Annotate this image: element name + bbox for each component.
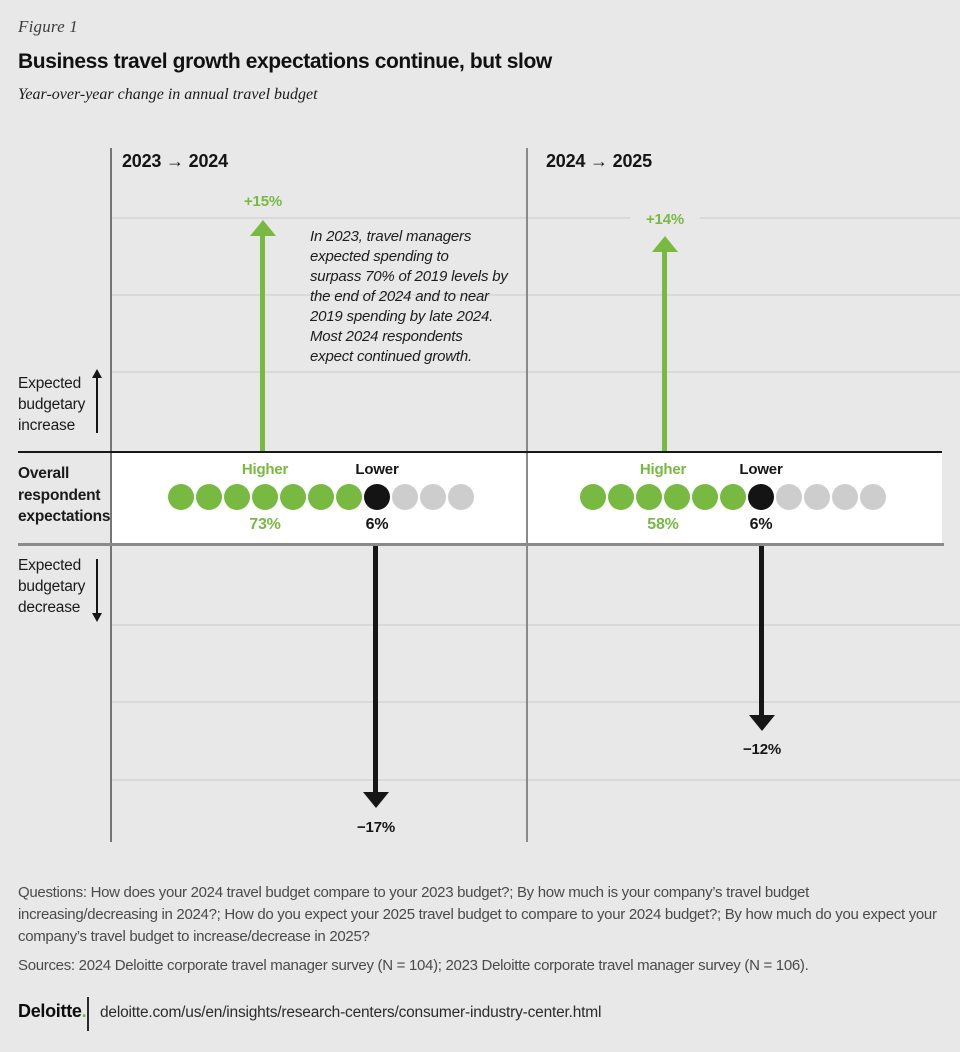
up-arrow-line bbox=[96, 377, 98, 433]
black-respondent-dot bbox=[364, 484, 390, 510]
panel-header-2024-2025: 2024 → 2025 bbox=[546, 151, 652, 171]
gridline-plus-15 bbox=[110, 217, 960, 219]
lower-label-2023-2024: Lower bbox=[355, 461, 399, 478]
zero-line-top bbox=[18, 451, 942, 453]
down-arrow-head-icon bbox=[749, 715, 775, 731]
decrease-value-2023-2024: −17% bbox=[357, 819, 395, 836]
sources-note: Sources: 2024 Deloitte corporate travel … bbox=[18, 957, 809, 974]
green-respondent-dot bbox=[336, 484, 362, 510]
annotation-text: In 2023, travel managers expected spendi… bbox=[310, 228, 508, 365]
higher-label-2024-2025: Higher bbox=[639, 461, 687, 478]
gridline-minus-15 bbox=[110, 779, 960, 781]
green-respondent-dot bbox=[252, 484, 278, 510]
black-respondent-dot bbox=[748, 484, 774, 510]
lower-label-2024-2025: Lower bbox=[739, 461, 783, 478]
axis-caption-decrease: Expected budgetary decrease bbox=[18, 557, 86, 616]
footer-url: deloitte.com/us/en/insights/research-cen… bbox=[100, 1004, 602, 1021]
gray-respondent-dot bbox=[420, 484, 446, 510]
up-arrow-icon bbox=[92, 369, 102, 378]
higher-pct-2023-2024: 73% bbox=[249, 516, 281, 533]
respondent-dots-2024-2025 bbox=[580, 484, 886, 510]
gridline-minus-5 bbox=[110, 624, 960, 626]
increase-value-2024-2025: +14% bbox=[630, 210, 700, 229]
down-arrow-shaft-2024-2025 bbox=[759, 546, 764, 717]
gray-respondent-dot bbox=[832, 484, 858, 510]
down-arrow-icon bbox=[92, 613, 102, 622]
green-respondent-dot bbox=[636, 484, 662, 510]
green-respondent-dot bbox=[168, 484, 194, 510]
panel-divider-line bbox=[526, 148, 528, 842]
higher-label-2023-2024: Higher bbox=[241, 461, 289, 478]
green-respondent-dot bbox=[196, 484, 222, 510]
green-respondent-dot bbox=[608, 484, 634, 510]
panel-header-2023-2024: 2023 → 2024 bbox=[122, 151, 228, 171]
up-arrow-shaft-2024-2025 bbox=[662, 250, 667, 451]
up-arrow-head-icon bbox=[250, 220, 276, 236]
up-arrow-head-icon bbox=[652, 236, 678, 252]
gridline-plus-5 bbox=[110, 371, 960, 373]
down-arrow-head-icon bbox=[363, 792, 389, 808]
chart-title: Business travel growth expectations cont… bbox=[18, 50, 552, 73]
decrease-value-2024-2025: −12% bbox=[743, 741, 781, 758]
gray-respondent-dot bbox=[448, 484, 474, 510]
zero-line-bottom bbox=[18, 543, 944, 546]
axis-caption-overall-expectations: Overall respondent expectations bbox=[18, 465, 111, 525]
figure-number-label: Figure 1 bbox=[18, 17, 78, 36]
gray-respondent-dot bbox=[392, 484, 418, 510]
deloitte-logo-green-dot: . bbox=[81, 1001, 87, 1021]
green-respondent-dot bbox=[720, 484, 746, 510]
green-respondent-dot bbox=[280, 484, 306, 510]
down-arrow-shaft-2023-2024 bbox=[373, 546, 378, 794]
green-respondent-dot bbox=[580, 484, 606, 510]
lower-pct-2023-2024: 6% bbox=[365, 516, 389, 533]
green-respondent-dot bbox=[664, 484, 690, 510]
lower-pct-2024-2025: 6% bbox=[749, 516, 773, 533]
deloitte-logo-text: Deloitte bbox=[18, 1001, 82, 1021]
gray-respondent-dot bbox=[860, 484, 886, 510]
gray-respondent-dot bbox=[804, 484, 830, 510]
respondent-dots-2023-2024 bbox=[168, 484, 474, 510]
higher-pct-2024-2025: 58% bbox=[647, 516, 679, 533]
gray-respondent-dot bbox=[776, 484, 802, 510]
green-respondent-dot bbox=[308, 484, 334, 510]
axis-caption-increase: Expected budgetary increase bbox=[18, 375, 86, 434]
down-arrow-line bbox=[96, 559, 98, 615]
chart-subtitle: Year-over-year change in annual travel b… bbox=[18, 86, 318, 103]
gridline-minus-10 bbox=[110, 701, 960, 703]
deloitte-logo: Deloitte. bbox=[18, 1001, 87, 1022]
green-respondent-dot bbox=[224, 484, 250, 510]
questions-note: Questions: How does your 2024 travel bud… bbox=[18, 884, 937, 945]
up-arrow-shaft-2023-2024 bbox=[260, 234, 265, 451]
gridline-plus-10 bbox=[110, 294, 960, 296]
green-respondent-dot bbox=[692, 484, 718, 510]
left-axis-line bbox=[110, 148, 112, 842]
increase-value-2023-2024: +15% bbox=[244, 193, 282, 210]
footer-divider-line bbox=[87, 997, 89, 1031]
